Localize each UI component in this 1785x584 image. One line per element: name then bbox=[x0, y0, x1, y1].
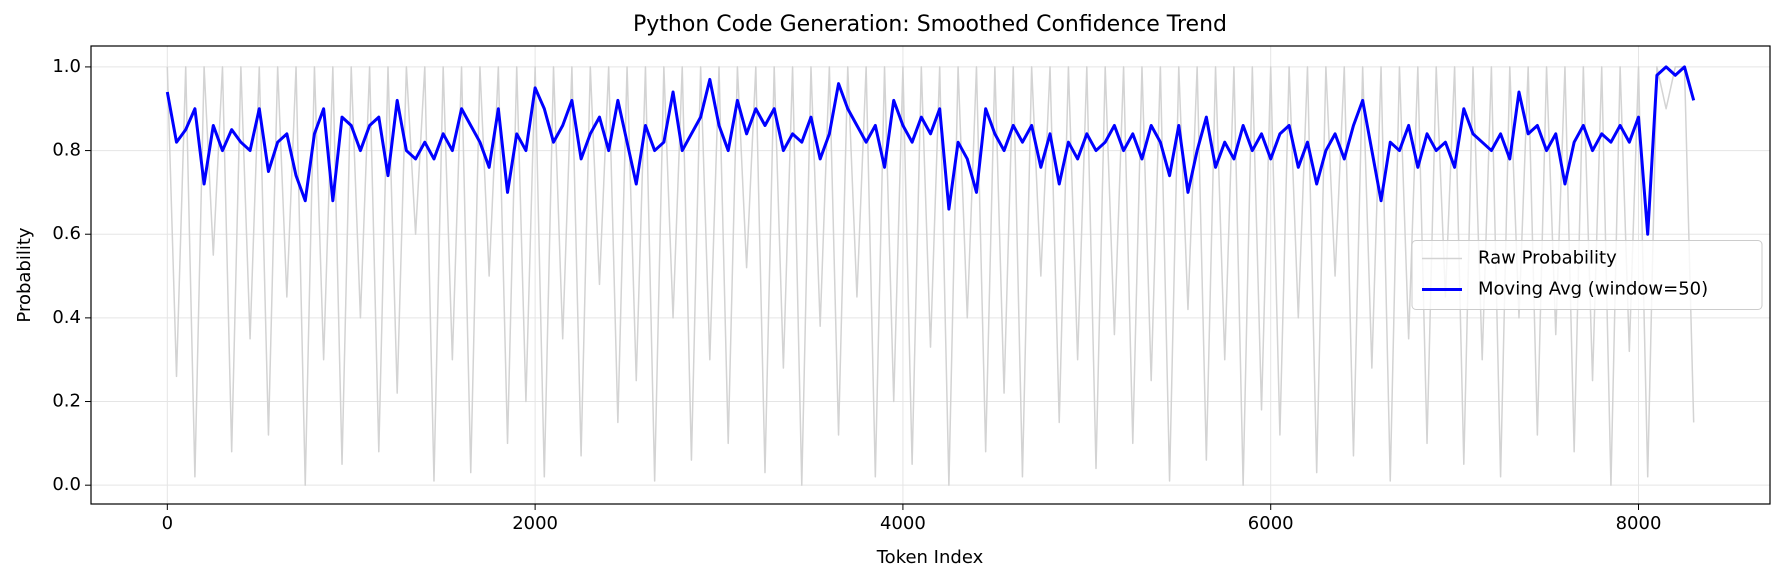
y-tick-label: 0.6 bbox=[52, 223, 81, 244]
y-tick-label: 0.8 bbox=[52, 140, 81, 161]
legend: Raw Probability Moving Avg (window=50) bbox=[1411, 240, 1763, 310]
x-tick-label: 2000 bbox=[512, 513, 558, 534]
y-axis-label: Probability bbox=[14, 227, 35, 322]
y-tick-label: 0.2 bbox=[52, 391, 81, 412]
x-tick-label: 0 bbox=[162, 513, 173, 534]
legend-label: Raw Probability bbox=[1478, 248, 1617, 269]
series-line bbox=[165, 65, 1696, 236]
chart-title: Python Code Generation: Smoothed Confide… bbox=[633, 12, 1227, 37]
y-tick-label: 0.0 bbox=[52, 474, 81, 495]
x-tick-label: 6000 bbox=[1248, 513, 1294, 534]
series-line bbox=[166, 66, 1695, 486]
x-axis-label: Token Index bbox=[876, 547, 984, 568]
x-tick-label: 4000 bbox=[880, 513, 926, 534]
legend-box bbox=[1411, 240, 1763, 310]
x-tick-label: 8000 bbox=[1616, 513, 1662, 534]
plot-frame bbox=[90, 45, 1771, 505]
y-tick-label: 0.4 bbox=[52, 307, 81, 328]
y-tick-label: 1.0 bbox=[52, 56, 81, 77]
legend-label: Moving Avg (window=50) bbox=[1478, 279, 1708, 300]
